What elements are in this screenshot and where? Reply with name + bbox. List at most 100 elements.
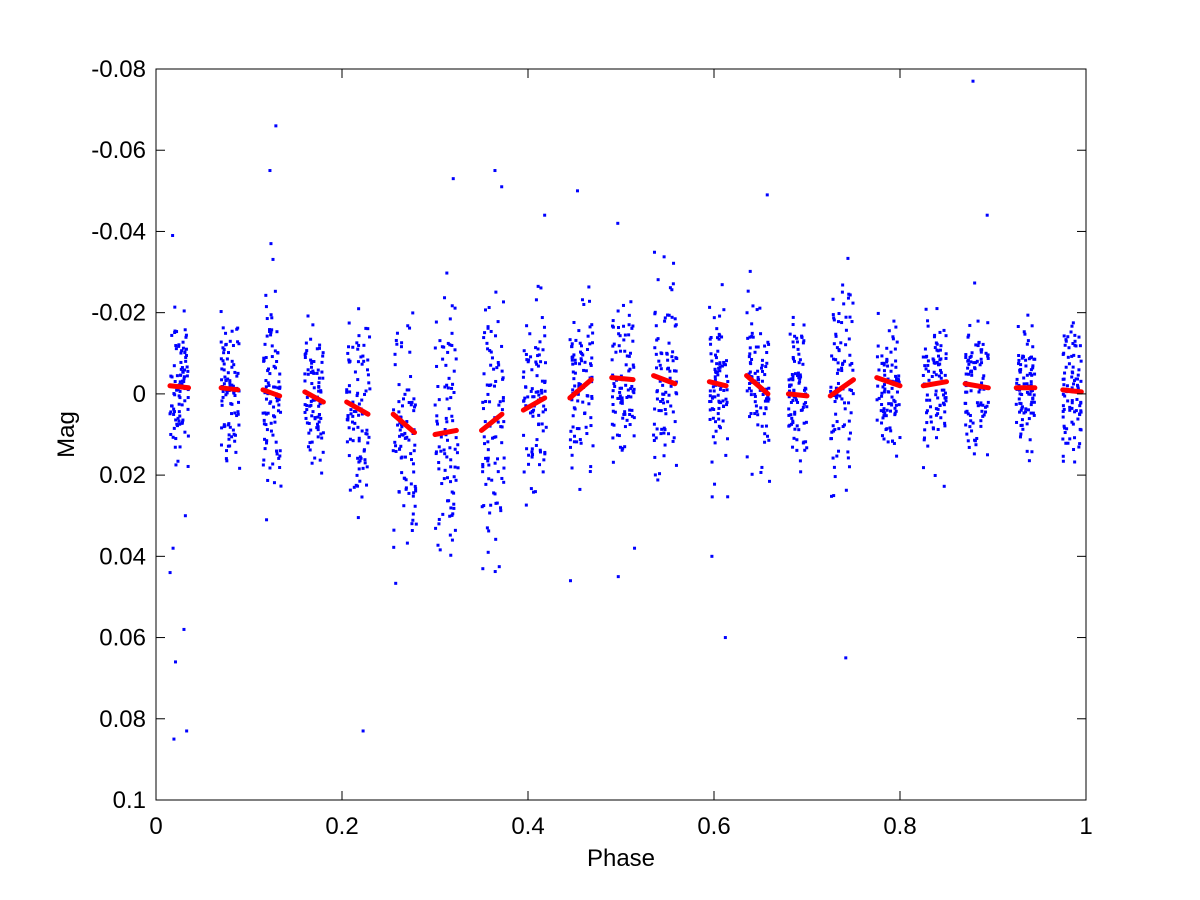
observation-point [985,404,989,408]
observation-point [236,326,240,330]
observation-point [625,418,629,422]
observation-point [238,466,242,470]
observation-point [183,368,187,372]
observation-point [666,400,670,404]
observation-point [580,359,584,363]
observation-point [433,346,437,350]
observation-point [236,371,240,375]
model-segment [432,427,459,437]
observation-point [571,362,575,366]
observation-point [667,432,671,436]
observation-point [230,359,234,363]
observation-point [620,396,624,400]
observation-point [262,458,266,462]
observation-point [309,403,313,407]
model-segment [744,373,771,397]
observation-point [712,407,716,411]
observation-point [791,445,795,449]
observation-point [840,321,844,325]
observation-point [925,393,929,397]
observation-point [543,334,547,338]
observation-point [967,333,971,337]
observation-point [264,423,268,427]
observation-point [765,351,769,355]
observation-point [755,308,759,312]
observation-point [534,298,538,302]
observation-point [493,384,497,388]
observation-point [790,416,794,420]
observation-point [262,422,266,426]
observation-point [236,410,240,414]
observation-point [414,489,418,493]
observation-point [875,398,879,402]
observation-point [616,326,620,330]
observation-point [790,422,794,426]
observation-point [611,344,615,348]
observation-point [409,375,413,379]
observation-point [530,450,534,454]
observation-point [618,334,622,338]
observation-point [622,324,626,328]
observation-point [568,579,572,583]
observation-point [400,455,404,459]
observation-point [401,397,405,401]
observation-point [749,393,753,397]
observation-point [976,319,980,323]
observation-point [842,423,846,427]
observation-point [575,427,579,431]
observation-point [265,441,269,445]
observation-point [233,439,237,443]
observation-point [453,447,457,451]
observation-point [756,423,760,427]
observation-point [1064,365,1068,369]
observation-point [934,389,938,393]
observation-point [753,394,757,398]
observation-point [1032,413,1036,417]
observation-point [590,396,594,400]
observation-point [725,403,729,407]
observation-point [848,353,852,357]
observation-point [611,436,615,440]
observation-point [492,491,496,495]
observation-point [409,452,413,456]
observation-point [176,459,180,463]
observation-point [969,360,973,364]
observation-point [303,353,307,357]
observation-point [496,470,500,474]
observation-point [768,479,772,483]
observation-point [943,391,947,395]
observation-point [718,314,722,318]
observation-point [656,478,660,482]
observation-point [628,408,632,412]
observation-point [364,389,368,393]
observation-point [487,529,491,533]
observation-point [572,440,576,444]
observation-point [177,343,181,347]
observation-point [848,363,852,367]
observation-point [787,413,791,417]
observation-point [718,387,722,391]
observation-point [178,389,182,393]
observation-point [753,400,757,404]
observation-point [887,402,891,406]
observation-point [180,403,184,407]
observation-point [535,438,539,442]
observation-point [357,307,361,311]
observation-point [795,424,799,428]
observation-point [219,340,223,344]
observation-point [805,405,809,409]
observation-point [789,413,793,417]
observation-point [787,407,791,411]
observation-point [617,332,621,336]
observation-point [882,363,886,367]
observation-point [611,395,615,399]
observation-point [791,340,795,344]
observation-point [305,404,309,408]
observation-point [834,358,838,362]
y-axis-label: Mag [53,411,80,458]
model-segment [390,411,418,435]
observation-point [355,473,359,477]
observation-point [1076,417,1080,421]
observation-point [1070,420,1074,424]
observation-point [1064,441,1068,445]
